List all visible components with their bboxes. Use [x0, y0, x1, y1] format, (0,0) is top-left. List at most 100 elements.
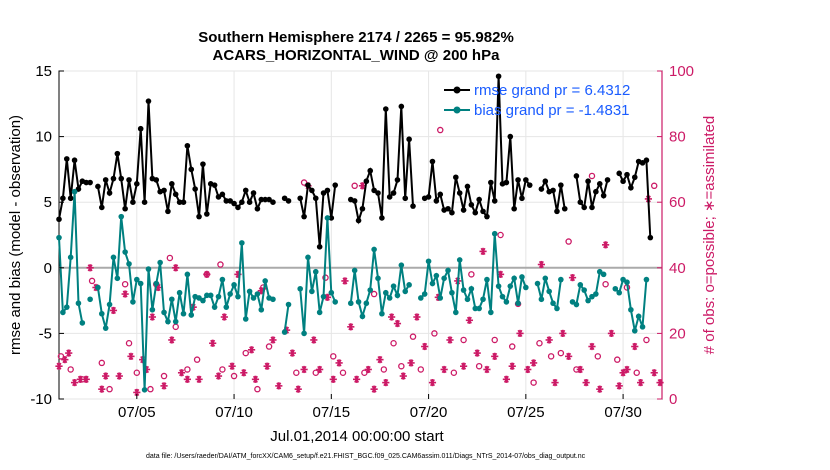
series-point	[134, 181, 140, 187]
series-point	[631, 174, 638, 181]
series-point	[425, 194, 432, 200]
series-point	[351, 267, 358, 274]
series-point	[534, 280, 541, 287]
series-point	[79, 320, 86, 326]
series-point	[433, 198, 440, 204]
obs-assimilated-point	[168, 336, 176, 344]
series-point	[390, 190, 397, 196]
obs-assimilated-point	[631, 342, 639, 351]
series-point	[250, 295, 257, 301]
series-point	[130, 299, 136, 305]
series-point	[616, 289, 623, 296]
series-line-segment	[283, 304, 290, 333]
series-point	[355, 299, 362, 305]
series-point	[581, 204, 587, 211]
obs-assimilated-point	[65, 349, 73, 357]
series-point	[589, 204, 595, 211]
series-rmse	[56, 73, 654, 250]
series-point	[546, 288, 552, 295]
series-point	[320, 293, 327, 300]
obs-assimilated-point	[376, 356, 384, 364]
obs-possible-point	[417, 366, 425, 373]
obs-assimilated-point	[516, 329, 524, 337]
series-point	[258, 196, 265, 203]
series-point	[332, 182, 339, 188]
series-point	[184, 142, 191, 149]
series-point	[180, 310, 187, 317]
series-point	[464, 183, 471, 190]
series-point	[616, 170, 623, 177]
series-point	[437, 295, 444, 301]
series-point	[495, 283, 502, 289]
obs-assimilated-point	[358, 182, 367, 190]
obs-assimilated-point	[70, 379, 79, 387]
series-point	[137, 280, 144, 287]
y-axis-label-right: # of obs: o=possible; ∗=assimilated	[701, 116, 718, 355]
obs-possible-point	[650, 182, 658, 190]
obs-assimilated-point	[172, 264, 180, 272]
series-point	[386, 295, 393, 301]
obs-assimilated-point	[483, 365, 491, 374]
series-point	[526, 182, 533, 188]
obs-assimilated-point	[177, 369, 186, 377]
obs-possible-point	[594, 353, 602, 360]
obs-assimilated-point	[465, 316, 474, 324]
series-point	[60, 195, 66, 202]
series-point	[441, 275, 447, 282]
series-point	[63, 304, 70, 310]
obs-assimilated-point	[335, 359, 343, 367]
series-point	[515, 300, 521, 307]
obs-possible-point	[547, 353, 555, 360]
series-point	[495, 73, 502, 80]
series-point	[98, 204, 105, 211]
series-point	[558, 276, 564, 283]
obs-possible-point	[633, 369, 640, 377]
series-point	[472, 209, 479, 216]
series-point	[394, 292, 401, 299]
series-point	[246, 199, 253, 205]
series-point	[523, 177, 529, 183]
series-point	[371, 246, 377, 253]
series-point	[219, 276, 226, 283]
obs-possible-point	[588, 172, 596, 180]
obs-assimilated-point	[240, 369, 248, 377]
series-point	[165, 318, 171, 325]
series-point	[480, 208, 486, 215]
obs-possible-point	[508, 343, 516, 350]
obs-possible-point	[88, 277, 96, 285]
series-point	[172, 318, 179, 325]
series-point	[254, 205, 261, 212]
series-point	[386, 194, 393, 200]
obs-possible-point	[437, 126, 444, 134]
series-line-segment	[424, 76, 531, 220]
series-point	[114, 275, 121, 282]
series-point	[410, 203, 416, 209]
obs-possible-point	[536, 339, 543, 347]
series-point	[102, 177, 109, 183]
series-point	[523, 284, 529, 291]
obs-assimilated-point	[537, 260, 545, 269]
series-point	[542, 178, 549, 185]
obs-assimilated-point	[288, 349, 297, 357]
series-point	[98, 310, 105, 317]
legend-rmse-marker	[453, 86, 461, 94]
obs-assimilated-point	[459, 362, 468, 370]
obs-assimilated-point	[294, 385, 302, 393]
obs-possible-point	[602, 280, 609, 288]
obs-possible-point	[193, 356, 201, 363]
obs-assimilated-point	[582, 379, 590, 387]
obs-assimilated-point	[347, 323, 355, 331]
series-point	[157, 259, 163, 266]
series-point	[270, 199, 276, 205]
series-point	[425, 258, 432, 265]
obs-assimilated-point	[341, 277, 349, 285]
y-tick-left-label: 15	[35, 63, 52, 80]
series-point	[200, 297, 206, 304]
obs-assimilated-point	[530, 359, 538, 367]
series-point	[421, 291, 428, 297]
series-point	[456, 190, 463, 196]
chart-title-line1: Southern Hemisphere 2174 / 2265 = 95.982…	[198, 29, 514, 46]
obs-assimilated-point	[473, 349, 481, 357]
obs-assimilated-point	[502, 375, 510, 383]
